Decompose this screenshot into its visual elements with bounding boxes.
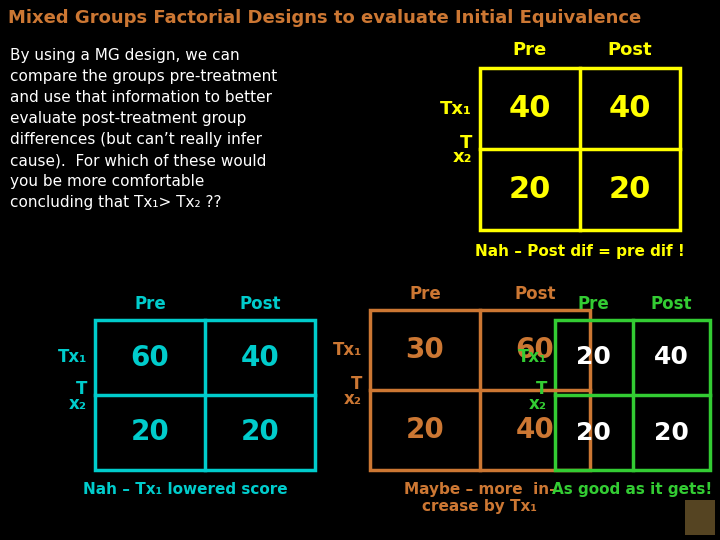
Text: T: T [536,380,547,398]
Text: Pre: Pre [578,295,610,313]
Text: Post: Post [239,295,281,313]
Text: Pre: Pre [513,41,547,59]
Text: 20: 20 [654,421,689,444]
Text: Tx₁: Tx₁ [333,341,362,359]
Text: By using a MG design, we can
compare the groups pre-treatment
and use that infor: By using a MG design, we can compare the… [10,48,277,210]
Text: Post: Post [608,41,652,59]
Text: 40: 40 [509,94,552,123]
Text: Post: Post [514,285,556,303]
Text: 40: 40 [654,346,689,369]
Text: Maybe – more  in-
crease by Tx₁: Maybe – more in- crease by Tx₁ [404,482,556,515]
Bar [685,500,715,535]
Text: 30: 30 [405,336,444,364]
Text: Tx₁: Tx₁ [440,99,472,118]
Text: 60: 60 [130,343,169,372]
Text: Pre: Pre [134,295,166,313]
Text: Tx₁: Tx₁ [518,348,547,367]
Bar [370,310,590,470]
Bar [95,320,315,470]
Text: 20: 20 [240,418,279,447]
Text: T: T [459,134,472,152]
Text: 40: 40 [608,94,652,123]
Text: Pre: Pre [409,285,441,303]
Text: Nah – Tx₁ lowered score: Nah – Tx₁ lowered score [83,482,287,497]
Text: x₂: x₂ [452,148,472,166]
Text: 20: 20 [609,175,651,204]
Text: As good as it gets!: As good as it gets! [552,482,713,497]
Text: 20: 20 [509,175,552,204]
Text: 40: 40 [516,416,554,444]
Bar [480,68,680,230]
Text: x₂: x₂ [69,395,87,413]
Text: 20: 20 [130,418,169,447]
Text: x₂: x₂ [344,390,362,408]
Text: 60: 60 [516,336,554,364]
Text: T: T [351,375,362,393]
Text: Tx₁: Tx₁ [58,348,87,367]
Text: Nah – Post dif = pre dif !: Nah – Post dif = pre dif ! [475,244,685,259]
Text: T: T [76,380,87,398]
Text: 20: 20 [576,421,611,444]
Text: 40: 40 [240,343,279,372]
Bar [555,320,710,470]
Text: 20: 20 [576,346,611,369]
Text: 20: 20 [405,416,444,444]
Text: Post: Post [650,295,692,313]
Text: x₂: x₂ [529,395,547,413]
Text: Mixed Groups Factorial Designs to evaluate Initial Equivalence: Mixed Groups Factorial Designs to evalua… [8,9,642,27]
